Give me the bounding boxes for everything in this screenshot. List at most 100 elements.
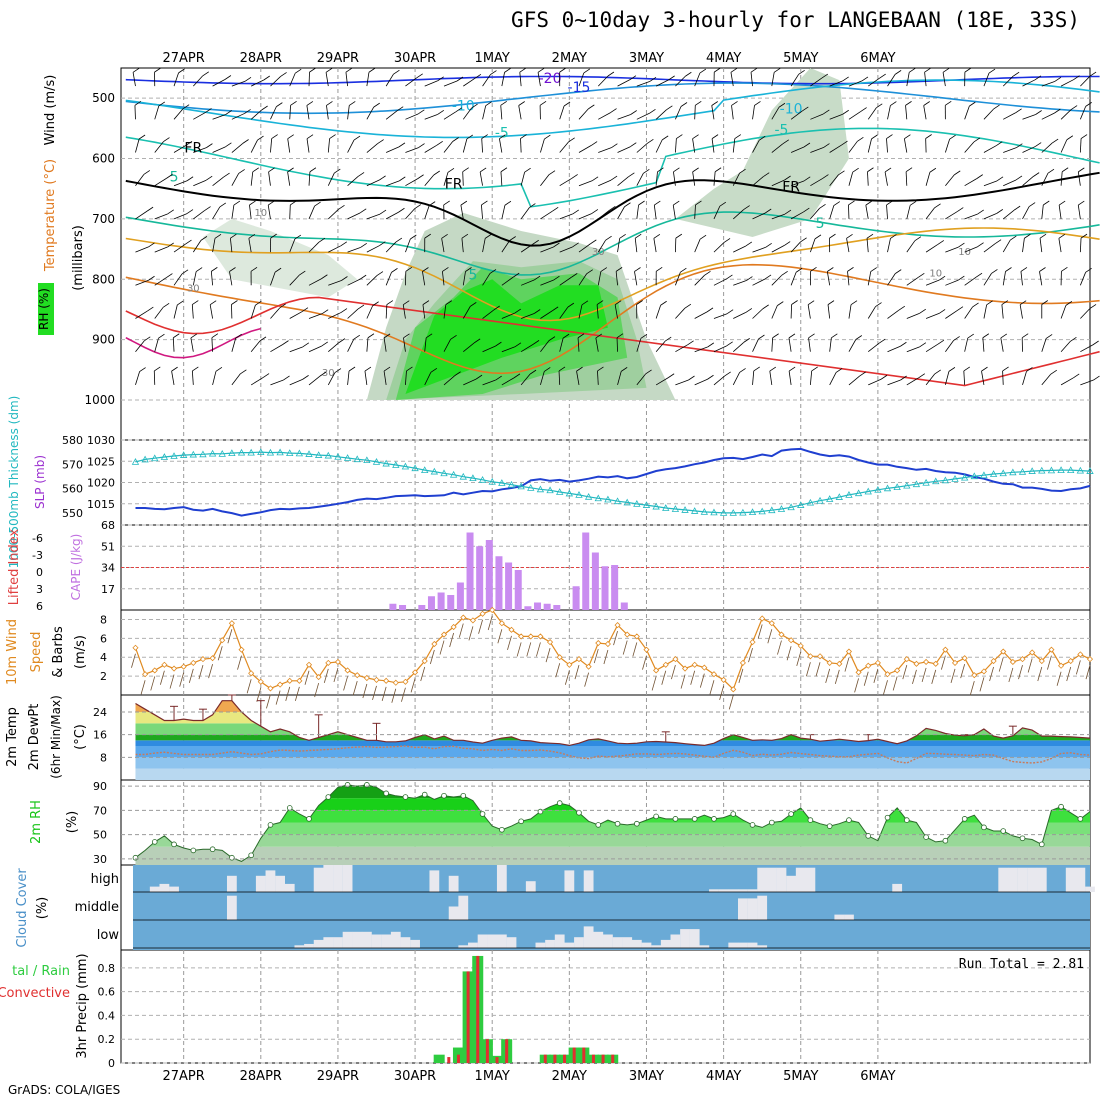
upper-wind-barb <box>790 272 797 286</box>
upper-wind-barb-flag <box>759 135 766 141</box>
upper-wind-barb <box>424 80 438 87</box>
cloud-high-bar <box>776 867 787 892</box>
upper-wind-barb <box>366 213 381 220</box>
upper-wind-barb-flag <box>367 333 375 339</box>
surface-wind-barb <box>507 635 512 650</box>
thickness-point <box>903 481 911 489</box>
upper-wind-barb-flag <box>726 309 734 315</box>
lifted-tick-label: -6 <box>32 532 43 545</box>
surface-wind-barb <box>333 667 339 683</box>
upper-wind-barb-flag <box>418 109 425 115</box>
upper-wind-barb-flag <box>846 233 853 239</box>
upper-wind-barb <box>267 205 271 219</box>
upper-wind-barb <box>540 211 553 220</box>
thickness-point <box>768 506 776 514</box>
cloud-low-bar <box>660 939 671 948</box>
upper-wind-barb <box>405 208 416 220</box>
upper-wind-barb <box>925 207 935 220</box>
rh-point <box>1058 803 1064 810</box>
upper-wind-barb-flag <box>134 100 142 106</box>
upper-wind-barb-flag <box>865 200 873 206</box>
wind-speed-point <box>257 678 264 685</box>
cloud-high-bar <box>1017 867 1028 892</box>
surface-wind-barb <box>854 678 859 693</box>
thickness-point <box>363 456 371 464</box>
upper-wind-barb-flag <box>349 101 356 106</box>
upper-wind-barb-flag <box>726 274 733 280</box>
precip-convective-bar <box>553 1054 557 1063</box>
rh-tick-label: 90 <box>93 780 107 793</box>
upper-wind-barb-flag <box>886 134 893 139</box>
upper-wind-barb-flag <box>462 167 469 173</box>
thickness-point <box>951 475 959 482</box>
upper-wind-barb <box>520 172 526 186</box>
surface-wind-barb <box>1008 667 1014 683</box>
upper-wind-barb-flag <box>1080 233 1088 239</box>
upper-wind-barb-flag <box>948 367 956 372</box>
upper-wind-barb-flag <box>454 371 461 377</box>
upper-wind-barb-flag <box>146 206 154 212</box>
surface-wind-barb <box>603 649 609 665</box>
upper-wind-barb-flag <box>1045 334 1053 339</box>
upper-wind-barb <box>443 339 451 352</box>
cloud-low-bar <box>583 926 594 948</box>
cloud-high-bar <box>737 889 748 892</box>
wind-speed-point <box>431 640 438 648</box>
upper-wind-barb <box>1080 75 1091 87</box>
upper-wind-barb-flag <box>460 200 468 206</box>
upper-wind-barb-flag <box>879 73 886 79</box>
upper-wind-barb <box>501 276 514 286</box>
wind-speed-point <box>894 667 901 674</box>
wind-speed-point <box>489 606 496 614</box>
upper-wind-barb-flag <box>800 237 807 243</box>
upper-wind-barb <box>405 77 417 87</box>
thickness-point <box>662 504 670 511</box>
upper-wind-barb <box>308 345 322 353</box>
upper-wind-barb <box>520 344 534 353</box>
cloud-low-bar <box>458 945 469 948</box>
slp-tick-label: 1020 <box>87 477 115 490</box>
upper-wind-barb <box>788 370 792 385</box>
rh-band <box>135 798 1090 811</box>
upper-wind-barb-flag <box>972 302 979 308</box>
thickness-point <box>787 503 795 511</box>
surface-wind-barb <box>188 668 194 683</box>
upper-wind-barb-flag <box>519 67 527 73</box>
upper-wind-barb-flag <box>871 134 878 140</box>
upper-wind-barb <box>694 275 705 286</box>
thickness-point <box>517 482 525 490</box>
thickness-point <box>170 452 178 459</box>
thickness-point <box>160 453 169 460</box>
upper-wind-barb-flag <box>900 375 907 381</box>
upper-wind-barb-flag <box>177 300 184 306</box>
cloud-low-bar <box>574 937 584 948</box>
upper-wind-barb-flag <box>610 108 617 113</box>
upper-wind-barb <box>653 204 657 219</box>
upper-wind-barb-flag <box>890 101 897 106</box>
wind-speed-point <box>402 678 409 685</box>
surface-wind-barb <box>699 673 705 688</box>
thickness-point <box>970 472 978 480</box>
upper-wind-barb <box>790 74 800 87</box>
upper-wind-barb-flag <box>433 170 440 176</box>
upper-wind-barb-flag <box>876 103 883 109</box>
wind-speed-point <box>209 655 216 662</box>
surface-wind-barb <box>979 677 985 692</box>
upper-wind-barb-flag <box>764 274 772 280</box>
thickness-point <box>854 489 863 497</box>
upper-wind-barb <box>578 180 593 187</box>
upper-wind-barb-flag <box>925 134 932 139</box>
upper-wind-barb-flag <box>772 333 779 339</box>
upper-wind-barb <box>250 340 261 352</box>
upper-wind-barb-flag <box>249 200 256 206</box>
upper-wind-barb-flag <box>495 375 502 381</box>
cloud-high-bar <box>333 865 343 892</box>
upper-wind-barb-flag <box>810 266 817 272</box>
wind-speed-point <box>951 659 959 666</box>
surface-wind-barb <box>372 685 377 700</box>
thickness-point <box>382 459 390 467</box>
cape-bar <box>601 566 609 610</box>
upper-wind-barb <box>1000 337 1004 352</box>
thickness-point <box>1067 466 1075 474</box>
upper-wind-barb-flag <box>586 269 593 274</box>
